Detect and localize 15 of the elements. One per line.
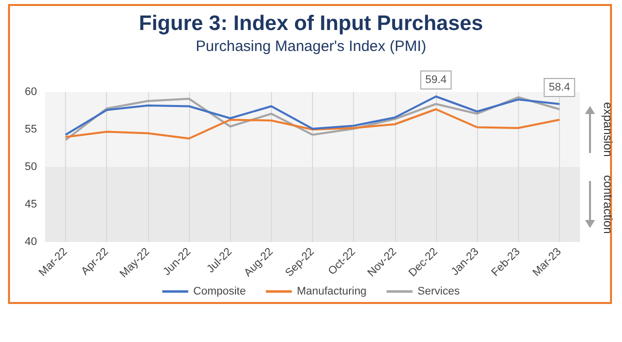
legend-label: Manufacturing [296,286,367,298]
band-label: expansion [601,102,615,157]
y-tick-label: 45 [24,198,37,210]
chart-title: Figure 3: Index of Input Purchases [138,12,484,35]
annotation: 58.4 [548,82,570,94]
y-tick-label: 55 [24,124,37,136]
y-tick-label: 50 [24,161,37,173]
annotation: 59.4 [425,74,447,86]
legend-label: Composite [193,286,246,298]
y-tick-label: 60 [24,86,37,98]
chart-subtitle: Purchasing Manager's Index (PMI) [196,38,426,55]
legend-label: Services [418,286,460,298]
y-tick-label: 40 [24,236,37,248]
line-series [64,108,560,140]
band-label: contraction [601,175,615,234]
